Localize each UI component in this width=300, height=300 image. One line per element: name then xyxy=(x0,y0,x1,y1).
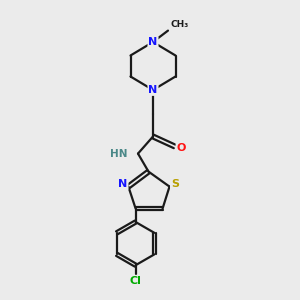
Text: S: S xyxy=(171,179,179,189)
Text: CH₃: CH₃ xyxy=(170,20,189,29)
Text: N: N xyxy=(148,37,158,47)
Text: N: N xyxy=(148,85,158,95)
Text: O: O xyxy=(176,142,186,153)
Text: HN: HN xyxy=(110,148,128,159)
Text: Cl: Cl xyxy=(130,276,142,286)
Text: N: N xyxy=(118,179,127,189)
